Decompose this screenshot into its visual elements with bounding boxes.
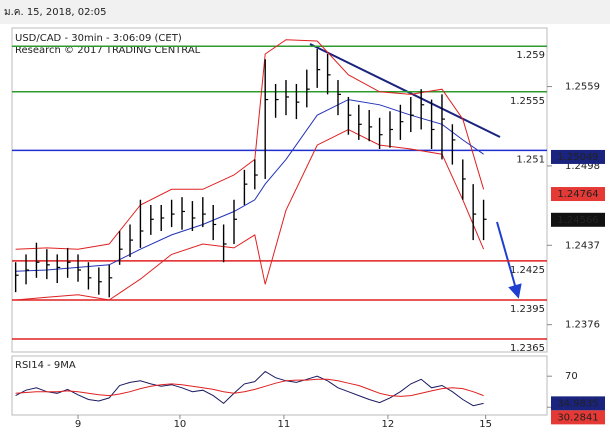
rsi-frame xyxy=(11,355,548,416)
level-label: 1.2555 xyxy=(510,96,545,107)
price-marker xyxy=(551,410,605,425)
rsi-title: RSI14 - 9MA xyxy=(15,360,76,371)
chart-title: USD/CAD - 30min - 3:06:09 (CET) xyxy=(15,33,182,44)
y-tick-label: 70 xyxy=(565,371,578,382)
level-label: 1.259 xyxy=(516,50,545,61)
y-tick-label: 1.2559 xyxy=(565,82,600,93)
canvas xyxy=(0,24,610,442)
rsi-line xyxy=(15,378,484,397)
price-marker-label: 1.25049 xyxy=(557,152,598,163)
x-tick-label: 11 xyxy=(278,419,291,430)
timestamp: ม.ค. 15, 2018, 02:05 xyxy=(4,7,107,18)
y-tick-label: 1.2498 xyxy=(565,161,600,172)
band-line xyxy=(15,39,485,250)
x-tick-label: 12 xyxy=(382,419,395,430)
level-label: 1.2365 xyxy=(510,343,545,354)
price-marker xyxy=(551,187,605,202)
band-line xyxy=(15,128,485,301)
price-marker-label: 1.24566 xyxy=(557,215,598,226)
x-tick-label: 15 xyxy=(479,419,492,430)
x-tick-label: 9 xyxy=(75,419,81,430)
price-marker-label: 30.2841 xyxy=(557,412,598,423)
level-label: 1.251 xyxy=(516,154,545,165)
level-label: 1.2425 xyxy=(510,265,545,276)
price-frame xyxy=(11,27,548,353)
rsi-line xyxy=(15,370,484,407)
chart-subtitle: Research © 2017 TRADING CENTRAL xyxy=(15,45,201,56)
price-marker xyxy=(551,396,605,411)
price-marker xyxy=(551,212,605,227)
band-line xyxy=(15,99,484,272)
price-marker xyxy=(551,149,605,164)
x-tick-label: 10 xyxy=(174,419,187,430)
y-tick-label: 1.2376 xyxy=(565,320,600,331)
trend-line xyxy=(309,43,501,138)
y-tick-label: 1.2437 xyxy=(565,240,600,251)
level-label: 1.2395 xyxy=(510,304,545,315)
price-marker-label: 34.9835 xyxy=(557,398,598,409)
price-marker-label: 1.24764 xyxy=(557,189,598,200)
forecast-arrow xyxy=(496,221,522,299)
